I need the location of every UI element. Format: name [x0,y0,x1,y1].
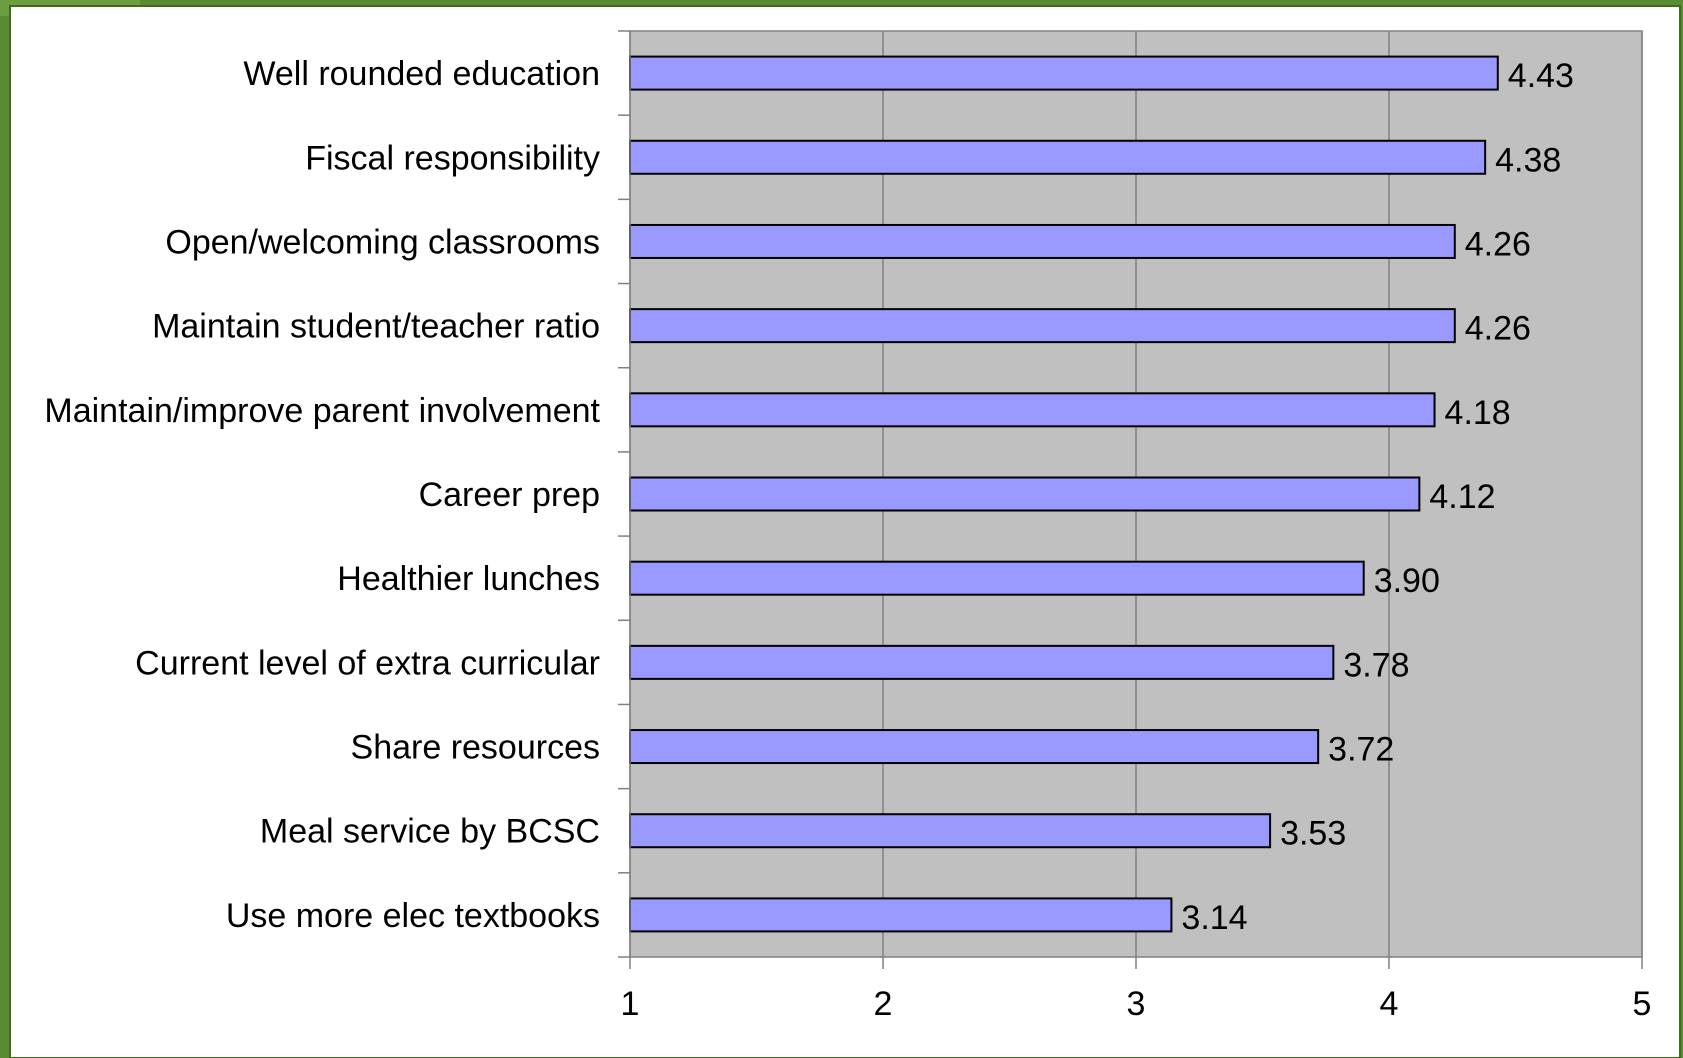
category-label: Share resources [351,729,600,767]
bar [629,55,1499,91]
category-labels: Well rounded education Fiscal responsibil… [44,55,600,935]
bar [629,308,1456,344]
x-tick-label: 2 [874,985,893,1023]
data-label: 3.53 [1280,815,1346,853]
x-axis: 1 2 3 4 5 [618,30,1652,1023]
bar [629,560,1365,596]
bar [629,897,1173,933]
data-label: 3.14 [1181,899,1247,937]
category-label: Career prep [419,476,600,514]
category-label: Maintain/improve parent involvement [44,392,600,430]
category-label: Fiscal responsibility [305,139,600,177]
data-label: 4.18 [1445,394,1511,432]
x-tick-label: 5 [1633,985,1652,1023]
bar [629,476,1421,512]
bars [629,55,1499,933]
data-label: 3.72 [1328,731,1394,769]
bar [629,223,1456,259]
category-label: Maintain student/teacher ratio [152,308,600,346]
category-label: Well rounded education [243,55,600,93]
category-label: Meal service by BCSC [260,813,600,851]
x-tick-label: 3 [1127,985,1146,1023]
x-tick-label: 4 [1380,985,1399,1023]
data-label: 4.38 [1495,141,1561,179]
category-label: Healthier lunches [337,560,600,598]
bar [629,813,1272,849]
bar [629,392,1436,428]
data-label: 3.78 [1343,646,1409,684]
data-label: 4.12 [1429,478,1495,516]
data-labels: 4.43 4.38 4.26 4.26 4.18 4.12 3.90 3.78 3.72 3.53… [1181,57,1574,937]
x-tick-label: 1 [621,985,640,1023]
category-label: Current level of extra curricular [135,644,600,682]
bar [629,729,1320,765]
category-label: Open/welcoming classrooms [165,223,600,261]
data-label: 4.26 [1465,310,1531,348]
bar [629,644,1335,680]
data-label: 4.43 [1508,57,1574,95]
data-label: 4.26 [1465,225,1531,263]
data-label: 3.90 [1374,562,1440,600]
category-label: Use more elec textbooks [226,897,600,935]
bar [629,139,1487,175]
